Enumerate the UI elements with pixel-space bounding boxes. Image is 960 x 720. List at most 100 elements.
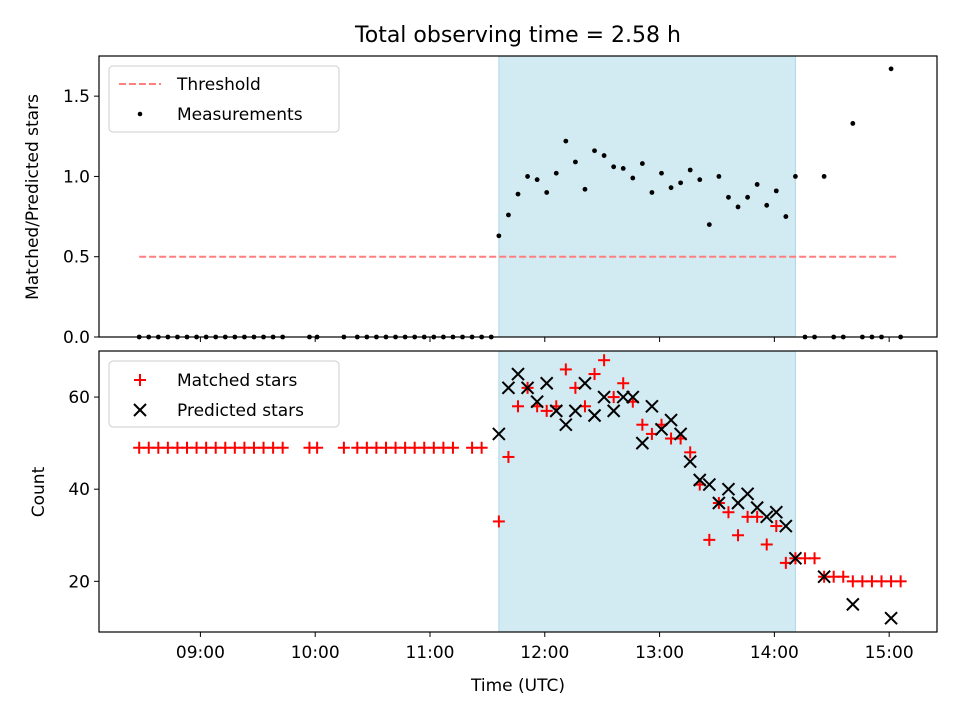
- measurements-point: [659, 170, 664, 176]
- measurements-point: [697, 177, 703, 183]
- predicted-stars-point: [530, 394, 544, 409]
- matched-stars-point: [684, 446, 697, 459]
- measurements-point: [678, 180, 684, 186]
- xtick-label: 13:00: [635, 643, 684, 663]
- measurements-point: [754, 182, 760, 187]
- predicted-stars-point: [587, 408, 602, 423]
- ratio-legend: Threshold Measurements: [108, 65, 340, 133]
- matched-stars-point: [617, 377, 630, 390]
- predicted-legend-swatch: [133, 403, 147, 417]
- ratio-legend-box: [108, 65, 340, 133]
- matched-stars-point: [760, 538, 773, 551]
- matched-stars-point: [311, 441, 324, 454]
- xtick-label: 14:00: [750, 643, 799, 663]
- predicted-stars-point: [817, 570, 831, 584]
- ratio-panel-frame: [98, 55, 938, 338]
- predicted-stars-point: [769, 505, 783, 519]
- x-axis-label: Time (UTC): [470, 676, 565, 696]
- matched-stars-point: [837, 570, 850, 583]
- measurements-point: [888, 66, 894, 72]
- matched-stars-point: [337, 441, 350, 454]
- matched-stars-point: [751, 510, 764, 523]
- figure-title: Total observing time = 2.58 h: [354, 23, 681, 48]
- measurements-point: [620, 166, 626, 171]
- measurements-legend-label: Measurements: [177, 105, 303, 125]
- matched-stars-point: [475, 441, 488, 454]
- predicted-stars-point: [712, 496, 726, 510]
- predicted-stars-point: [645, 399, 659, 413]
- matched-stars-point: [588, 368, 601, 381]
- matched-stars-point: [502, 450, 515, 463]
- predicted-stars-point: [597, 390, 611, 404]
- measurements-point: [706, 222, 712, 228]
- predicted-stars-point: [492, 427, 506, 441]
- predicted-stars-point: [635, 436, 650, 450]
- ratio-panel: 0.0 0.5 1.0 1.5 Matched/Predicted stars Thr…: [23, 55, 938, 348]
- measurements-point: [553, 170, 559, 176]
- predicted-stars-point: [520, 381, 535, 395]
- measurements-point: [572, 159, 578, 165]
- measurements-point: [821, 174, 827, 179]
- matched-stars-point: [894, 575, 907, 588]
- count-ytick-label: 60: [68, 388, 90, 408]
- predicted-legend-label: Predicted stars: [177, 401, 304, 421]
- predicted-stars-point: [740, 487, 755, 501]
- predicted-stars-point: [779, 519, 793, 533]
- predicted-stars-point: [511, 367, 525, 381]
- matched-stars-point: [722, 506, 735, 519]
- measurements-point: [563, 138, 569, 144]
- measurements-point: [534, 177, 540, 183]
- ratio-ytick-label: 1.5: [63, 87, 90, 107]
- ratio-ytick-label: 0.5: [63, 248, 90, 268]
- measurements-point: [506, 212, 511, 218]
- matched-legend-label: Matched stars: [177, 371, 297, 391]
- predicted-stars-point: [702, 477, 717, 492]
- measurements-point: [582, 186, 588, 192]
- measurements-point: [850, 121, 856, 126]
- measurements-point: [773, 188, 779, 194]
- xtick-label: 15:00: [865, 643, 914, 663]
- measurements-point: [601, 153, 607, 158]
- xtick-label: 12:00: [520, 643, 569, 663]
- measurements-legend-swatch: [137, 111, 143, 117]
- matched-stars-point: [492, 515, 505, 528]
- predicted-stars-point: [884, 611, 898, 625]
- measurements-point: [544, 190, 550, 195]
- measurements-point: [515, 191, 521, 197]
- measurements-point: [496, 233, 502, 239]
- matched-stars-point: [770, 520, 783, 533]
- matched-stars-point: [559, 363, 572, 376]
- predicted-stars-point: [760, 510, 774, 524]
- predicted-stars-point: [616, 390, 630, 404]
- measurements-point: [592, 148, 597, 154]
- matched-stars-point: [808, 552, 821, 565]
- matched-stars-point: [512, 400, 524, 413]
- xtick-label: 11:00: [405, 643, 454, 663]
- measurements-point: [783, 214, 789, 219]
- matched-stars-point: [607, 391, 620, 404]
- matched-stars-point: [276, 441, 289, 454]
- measurements-point: [639, 161, 645, 166]
- xtick-label: 09:00: [176, 643, 225, 663]
- measurements-point: [630, 175, 636, 181]
- predicted-stars-point: [501, 381, 516, 395]
- matched-stars-point: [636, 418, 649, 431]
- predicted-stars-point: [683, 454, 697, 469]
- count-ytick-label: 40: [68, 480, 90, 500]
- measurements-point: [793, 174, 798, 179]
- measurements-point: [735, 204, 741, 210]
- matched-stars-point: [446, 441, 459, 454]
- predicted-stars-point: [846, 597, 860, 612]
- matched-stars-point: [598, 354, 611, 367]
- predicted-stars-point: [578, 376, 592, 390]
- predicted-stars-point: [549, 404, 563, 418]
- predicted-stars-point: [539, 376, 554, 390]
- ratio-ytick-label: 0.0: [63, 328, 90, 348]
- predicted-stars-point: [664, 413, 678, 427]
- threshold-legend-label: Threshold: [176, 75, 261, 95]
- measurements-point: [525, 174, 530, 179]
- predicted-stars-point: [559, 417, 573, 432]
- ratio-panel-ylabel: Matched/Predicted stars: [23, 94, 43, 300]
- predicted-stars-point: [721, 482, 736, 496]
- ratio-observing-interval: [498, 55, 796, 338]
